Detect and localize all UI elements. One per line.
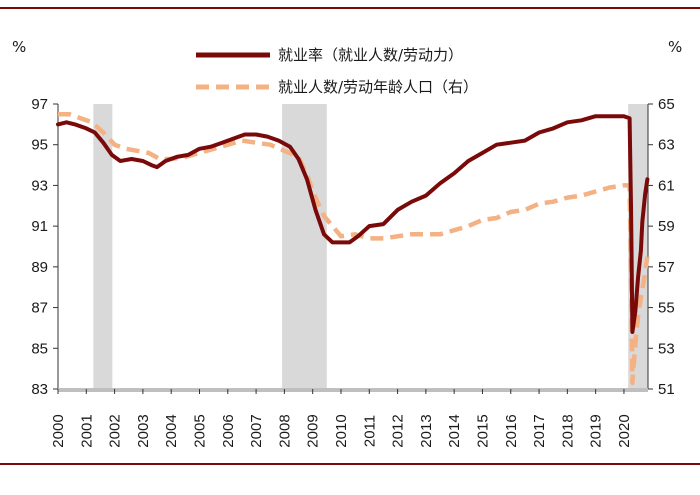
left-tick-label-2: 93 <box>31 177 48 194</box>
right-tick-label-2: 61 <box>658 177 675 194</box>
right-tick-label-5: 55 <box>658 300 675 317</box>
right-tick-label-6: 53 <box>658 340 675 357</box>
right-tick-label-0: 65 <box>658 96 675 113</box>
left-tick-label-0: 97 <box>31 96 48 113</box>
recession-bands <box>93 104 648 389</box>
series-lines <box>56 111 650 386</box>
x-tick-label-18: 2018 <box>559 414 576 447</box>
right-tick-label-1: 63 <box>658 137 675 154</box>
left-tick-label-5: 87 <box>31 300 48 317</box>
x-tick-label-7: 2007 <box>248 414 265 447</box>
x-tick-label-17: 2017 <box>531 414 548 447</box>
left-tick-label-7: 83 <box>31 381 48 398</box>
x-axis-line <box>58 388 648 392</box>
legend: 就业率（就业人数/劳动力） 就业人数/劳动年龄人口（右） <box>196 46 478 96</box>
x-tick-label-12: 2012 <box>390 414 407 447</box>
x-tick-label-8: 2008 <box>276 414 293 447</box>
x-tick-label-1: 2001 <box>78 414 95 447</box>
x-tick-label-4: 2004 <box>163 414 180 447</box>
x-tick-label-13: 2013 <box>418 414 435 447</box>
x-tick-label-9: 2009 <box>305 414 322 447</box>
x-tick-label-16: 2016 <box>503 414 520 447</box>
axes: 97 95 93 91 89 87 85 83 65 63 61 59 57 55 53 51 2000 2001… <box>31 96 674 448</box>
x-tick-label-6: 2006 <box>220 414 237 447</box>
left-tick-label-1: 95 <box>31 137 48 154</box>
left-tick-label-6: 85 <box>31 340 48 357</box>
x-tick-label-3: 2003 <box>135 414 152 447</box>
series-line-1 <box>58 111 650 386</box>
x-tick-label-14: 2014 <box>446 414 463 447</box>
right-tick-label-4: 57 <box>658 259 675 276</box>
right-tick-label-3: 59 <box>658 218 675 235</box>
left-tick-label-3: 91 <box>31 218 48 235</box>
left-tick-label-4: 89 <box>31 259 48 276</box>
right-tick-label-7: 51 <box>658 381 675 398</box>
recession-band-0 <box>93 104 113 389</box>
x-tick-label-20: 2020 <box>616 414 633 447</box>
x-tick-label-10: 2010 <box>333 414 350 447</box>
x-tick-label-11: 2011 <box>361 415 378 447</box>
left-axis-unit: % <box>12 38 26 56</box>
x-tick-label-2: 2002 <box>107 414 124 447</box>
right-axis-unit: % <box>668 38 682 56</box>
x-tick-label-0: 2000 <box>50 414 67 447</box>
x-tick-label-19: 2019 <box>588 414 605 447</box>
x-tick-label-15: 2015 <box>474 414 491 447</box>
x-tick-label-5: 2005 <box>191 414 208 447</box>
legend-label-employment-population: 就业人数/劳动年龄人口（右） <box>278 78 478 96</box>
series-line-0 <box>56 114 650 334</box>
legend-label-employment-rate: 就业率（就业人数/劳动力） <box>278 46 463 64</box>
